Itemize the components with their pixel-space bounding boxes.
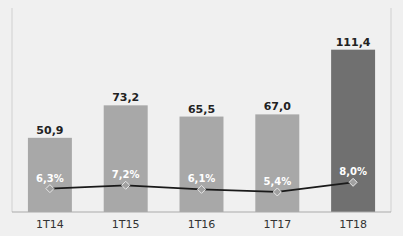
y-axis-line (12, 8, 13, 212)
chart-container: 50,9 73,2 65,5 67,0 111,4 6,3% 7,2% 6,1% 5,4% 8,0… (0, 0, 403, 236)
bar (28, 138, 72, 212)
line-label: 8,0% (339, 166, 367, 177)
x-tick-label: 1T17 (263, 218, 291, 231)
marker (349, 178, 357, 186)
x-tick-label: 1T15 (112, 218, 140, 231)
line-label: 5,4% (263, 176, 291, 187)
bar-label: 111,4 (336, 36, 371, 49)
line-label: 6,3% (36, 173, 64, 184)
bar (255, 114, 299, 212)
line-label: 6,1% (188, 173, 216, 184)
marker (46, 185, 54, 193)
bar-label: 73,2 (112, 91, 139, 104)
plot-area (28, 50, 375, 212)
labels: 50,9 73,2 65,5 67,0 111,4 6,3% 7,2% 6,1% 5,4% 8,0… (36, 36, 371, 187)
marker (122, 181, 130, 189)
x-tick-label: 1T14 (36, 218, 64, 231)
bar-label: 65,5 (188, 103, 215, 116)
x-axis-line (12, 212, 391, 213)
bar (331, 50, 375, 212)
line-label: 7,2% (112, 169, 140, 180)
x-tick-label: 1T16 (188, 218, 216, 231)
bar (180, 117, 224, 212)
marker (198, 185, 206, 193)
bar (104, 105, 148, 212)
x-tick-label: 1T18 (339, 218, 367, 231)
chart: 50,9 73,2 65,5 67,0 111,4 6,3% 7,2% 6,1% 5,4% 8,0… (0, 0, 403, 236)
y2-axis-line (391, 8, 392, 212)
bar-label: 50,9 (36, 124, 63, 137)
bar-label: 67,0 (264, 100, 291, 113)
marker (273, 188, 281, 196)
